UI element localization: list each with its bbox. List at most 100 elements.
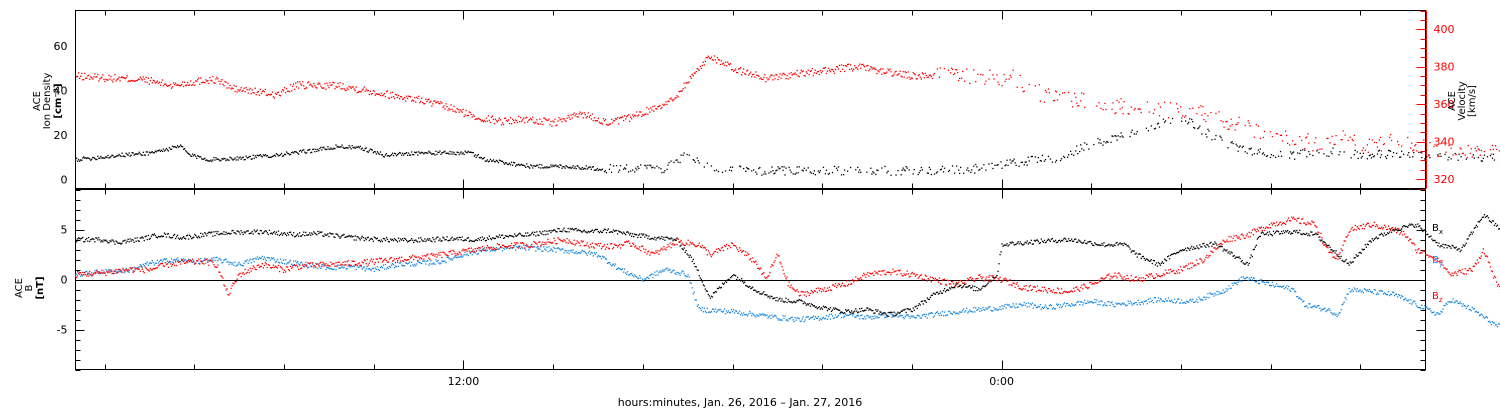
density-point	[463, 153, 465, 156]
density-point	[413, 154, 415, 156]
by-point	[430, 260, 432, 262]
density-point	[1418, 151, 1420, 153]
density-point	[1220, 136, 1222, 139]
bx-point	[796, 299, 798, 302]
velocity-point	[632, 114, 634, 116]
bx-point	[756, 291, 758, 293]
by-point	[886, 316, 888, 318]
bx-point	[1270, 234, 1273, 236]
bx-point	[298, 235, 300, 237]
by-point	[1237, 281, 1239, 283]
by-point	[448, 257, 450, 259]
by-point	[964, 311, 966, 313]
density-point	[193, 155, 195, 157]
velocity-point	[591, 113, 593, 115]
bx-point	[355, 239, 357, 241]
by-point	[262, 258, 264, 260]
by-point	[1104, 302, 1106, 304]
bx-point	[494, 237, 497, 240]
by-point	[825, 315, 828, 317]
velocity-point	[412, 99, 414, 101]
velocity-point	[87, 75, 89, 77]
velocity-point	[881, 73, 883, 75]
velocity-point	[947, 69, 950, 71]
density-point	[76, 157, 78, 159]
by-point	[406, 262, 408, 264]
density-point	[819, 170, 821, 172]
by-point	[623, 271, 625, 273]
bx-point	[787, 298, 789, 301]
by-point	[1426, 306, 1428, 308]
bx-point	[1001, 243, 1003, 245]
density-point	[308, 149, 310, 151]
density-point	[221, 157, 223, 160]
bx-point	[961, 287, 963, 289]
by-point	[900, 315, 902, 317]
density-point	[798, 166, 800, 168]
density-point	[402, 152, 404, 154]
density-point	[1294, 158, 1296, 160]
by-point	[1322, 308, 1324, 311]
bx-point	[245, 231, 247, 233]
density-point	[770, 171, 772, 173]
density-point	[403, 154, 405, 156]
bx-point	[1306, 232, 1308, 234]
by-point	[1030, 304, 1032, 306]
by-point	[349, 266, 351, 268]
velocity-point	[585, 117, 587, 119]
velocity-point	[293, 83, 295, 85]
velocity-point	[610, 118, 613, 120]
by-point	[684, 275, 686, 277]
density-point	[1357, 157, 1359, 159]
bx-point	[261, 232, 263, 234]
density-point	[109, 156, 111, 159]
velocity-point	[529, 118, 531, 121]
by-point	[581, 249, 583, 251]
by-point	[698, 307, 700, 309]
velocity-point	[800, 69, 802, 71]
by-point	[211, 257, 213, 259]
by-point	[418, 261, 420, 263]
density-point	[1205, 133, 1207, 135]
by-point	[1333, 312, 1335, 314]
by-point	[1066, 303, 1068, 305]
bx-point	[894, 315, 896, 317]
velocity-point	[1074, 92, 1076, 95]
by-point	[172, 259, 175, 261]
bx-point	[780, 300, 782, 302]
velocity-point	[263, 91, 265, 93]
velocity-point	[386, 90, 389, 92]
by-point	[715, 311, 718, 313]
bx-point	[1040, 238, 1042, 240]
velocity-point	[824, 66, 827, 69]
density-point	[285, 151, 288, 153]
bx-point	[166, 233, 169, 235]
by-point	[829, 318, 832, 320]
density-point	[386, 155, 389, 157]
by-point	[409, 261, 411, 263]
density-point	[187, 152, 189, 154]
density-point	[409, 154, 411, 156]
bx-point	[342, 234, 344, 236]
velocity-point	[244, 91, 246, 93]
density-point	[1331, 153, 1333, 155]
velocity-point	[988, 78, 990, 80]
by-point	[746, 314, 748, 316]
velocity-point	[497, 119, 500, 121]
velocity-point	[215, 78, 217, 80]
bx-point	[1059, 241, 1062, 243]
by-point	[136, 267, 138, 269]
by-point	[1120, 304, 1122, 306]
bx-point	[435, 238, 437, 240]
velocity-point	[456, 107, 458, 110]
by-point	[1359, 289, 1361, 291]
density-point	[530, 164, 532, 166]
velocity-point	[188, 84, 190, 86]
velocity-point	[1467, 145, 1469, 147]
bx-point	[1169, 254, 1172, 257]
velocity-point	[1098, 102, 1100, 104]
velocity-point	[834, 68, 837, 71]
velocity-point	[450, 104, 452, 106]
velocity-point	[133, 80, 135, 82]
bx-point	[459, 236, 461, 239]
